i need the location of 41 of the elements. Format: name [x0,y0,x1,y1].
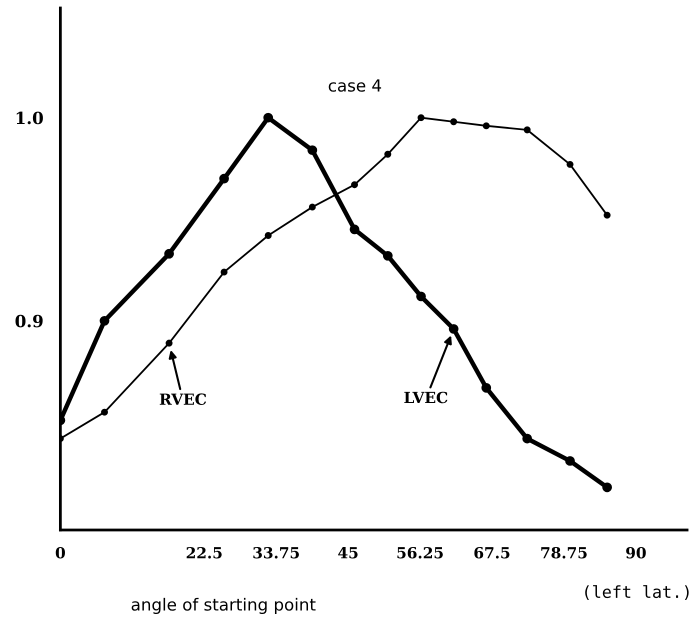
point [100,316,110,326]
point [264,232,272,239]
x-tick-label: 0 [56,546,65,558]
point [166,340,173,347]
point [565,456,575,466]
point [219,174,229,184]
x-tick-label: 45 [338,546,358,558]
point [350,224,360,234]
point [101,408,108,416]
point [482,122,490,130]
text: LVEC [404,392,448,404]
point [566,160,574,168]
x-tick-label: 78.75 [541,546,587,558]
point [308,204,316,211]
point [481,382,492,393]
point [384,150,392,158]
point [164,248,174,259]
x-tick-label: 22.5 [186,546,222,558]
text: case 4 [328,79,382,92]
series-label: RVEC [160,393,206,405]
point [522,434,532,444]
point [448,324,459,334]
point [602,482,612,492]
x-tick-label: 90 [626,546,646,558]
point [263,112,274,123]
point [382,250,393,261]
x-tick-label: 33.75 [253,546,299,558]
x-tick-label: 56.25 [397,546,443,558]
point [418,114,425,122]
point [220,268,228,276]
x-tick-label: 67.5 [474,546,510,558]
point [450,118,458,126]
y-tick-label: 1.0 [16,112,43,124]
point [524,126,531,134]
text: (left lat.) [585,585,689,600]
point [416,292,426,302]
point [351,181,358,188]
y-tick-label: 0.9 [16,314,43,328]
point [604,212,611,219]
x-axis-title: angle of starting point [132,598,316,614]
point [307,145,318,156]
